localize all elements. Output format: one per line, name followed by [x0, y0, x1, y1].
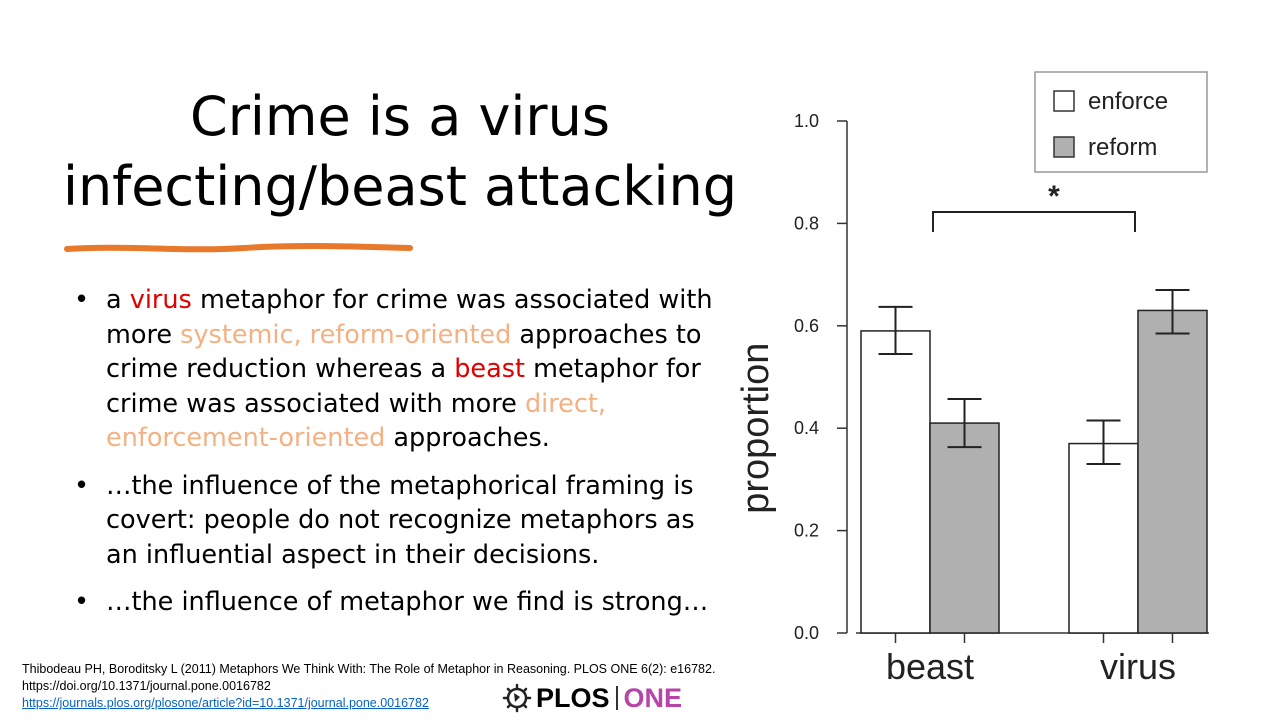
x-category-label-virus: virus: [1100, 646, 1176, 687]
bullet-1-segment-plain: metaphor for crime was associated with m…: [106, 354, 701, 419]
logo-separator: [615, 686, 618, 710]
bar-beast-reform: [929, 422, 1000, 634]
bullet-1-segment-plain: approaches to crime reduction whereas a: [106, 319, 702, 385]
bullet-text-2: …the influence of the metaphorical frami…: [106, 470, 695, 570]
bullet-marker: •: [74, 587, 90, 617]
significance-marker: *: [1048, 180, 1060, 213]
plos-one-logo: PLOS ONE: [502, 681, 682, 715]
bullet-list: • a virus metaphor for crime was associa…: [74, 283, 724, 633]
title-underline: [64, 242, 413, 253]
plos-logo-icon: [502, 683, 532, 713]
one-logo-text: ONE: [623, 682, 683, 713]
bullet-text-3: …the influence of metaphor we find is st…: [106, 587, 709, 617]
citation-line-2: https://doi.org/10.1371/journal.pone.001…: [22, 679, 271, 693]
legend-label-reform: reform: [1088, 134, 1157, 161]
y-tick-label: 1.0: [794, 111, 819, 131]
bullet-1-segment-plain: a: [106, 285, 130, 315]
bullet-item-2: • …the influence of the metaphorical fra…: [74, 469, 724, 573]
bullet-item-1: • a virus metaphor for crime was associa…: [74, 283, 724, 456]
bullet-1-segment-red: beast: [454, 354, 526, 384]
citation: Thibodeau PH, Boroditsky L (2011) Metaph…: [22, 661, 715, 712]
y-tick-label: 0.8: [794, 213, 819, 233]
bullet-marker: •: [74, 285, 90, 315]
title-line-2: infecting/beast attacking: [62, 155, 738, 218]
bullet-item-3: • …the influence of metaphor we find is …: [74, 585, 724, 620]
significance-bracket: [932, 211, 1136, 232]
legend-swatch-reform: [1053, 136, 1075, 158]
slide-title: Crime is a virus infecting/beast attacki…: [60, 82, 740, 222]
y-tick-label: 0.6: [794, 316, 819, 336]
x-category-label-beast: beast: [886, 646, 974, 687]
y-axis-label: proportion: [735, 343, 777, 514]
legend-label-enforce: enforce: [1088, 88, 1168, 115]
plos-logo-text: PLOS: [536, 682, 610, 713]
y-tick-label: 0.2: [794, 521, 819, 541]
bullet-1-segment-plain: metaphor for crime was associated with m…: [106, 285, 713, 350]
proportion-bar-chart: 0.0 0.2 0.4 0.6 0.8 1.0 proportion beast virus * e…: [735, 71, 1209, 687]
bar-virus-enforce: [1068, 442, 1139, 634]
bullet-1-segment-plain: approaches.: [385, 423, 550, 453]
y-tick-label: 0.4: [794, 418, 819, 438]
bullet-1-segment-tan: direct, enforcement-oriented: [106, 388, 606, 454]
bullet-1-segment-tan: systemic, reform-oriented: [180, 319, 512, 350]
legend-swatch-enforce: [1053, 90, 1075, 112]
bullet-text-1: a virus metaphor for crime was associate…: [106, 285, 713, 453]
title-line-1: Crime is a virus: [190, 85, 610, 148]
citation-link[interactable]: https://journals.plos.org/plosone/articl…: [22, 696, 429, 710]
bar-beast-enforce: [860, 330, 931, 634]
bullet-marker: •: [74, 470, 90, 501]
bar-virus-reform: [1137, 309, 1208, 634]
y-tick-label: 0.0: [794, 623, 819, 643]
citation-line-1: Thibodeau PH, Boroditsky L (2011) Metaph…: [22, 662, 716, 676]
bullet-1-segment-red: virus: [129, 285, 192, 315]
